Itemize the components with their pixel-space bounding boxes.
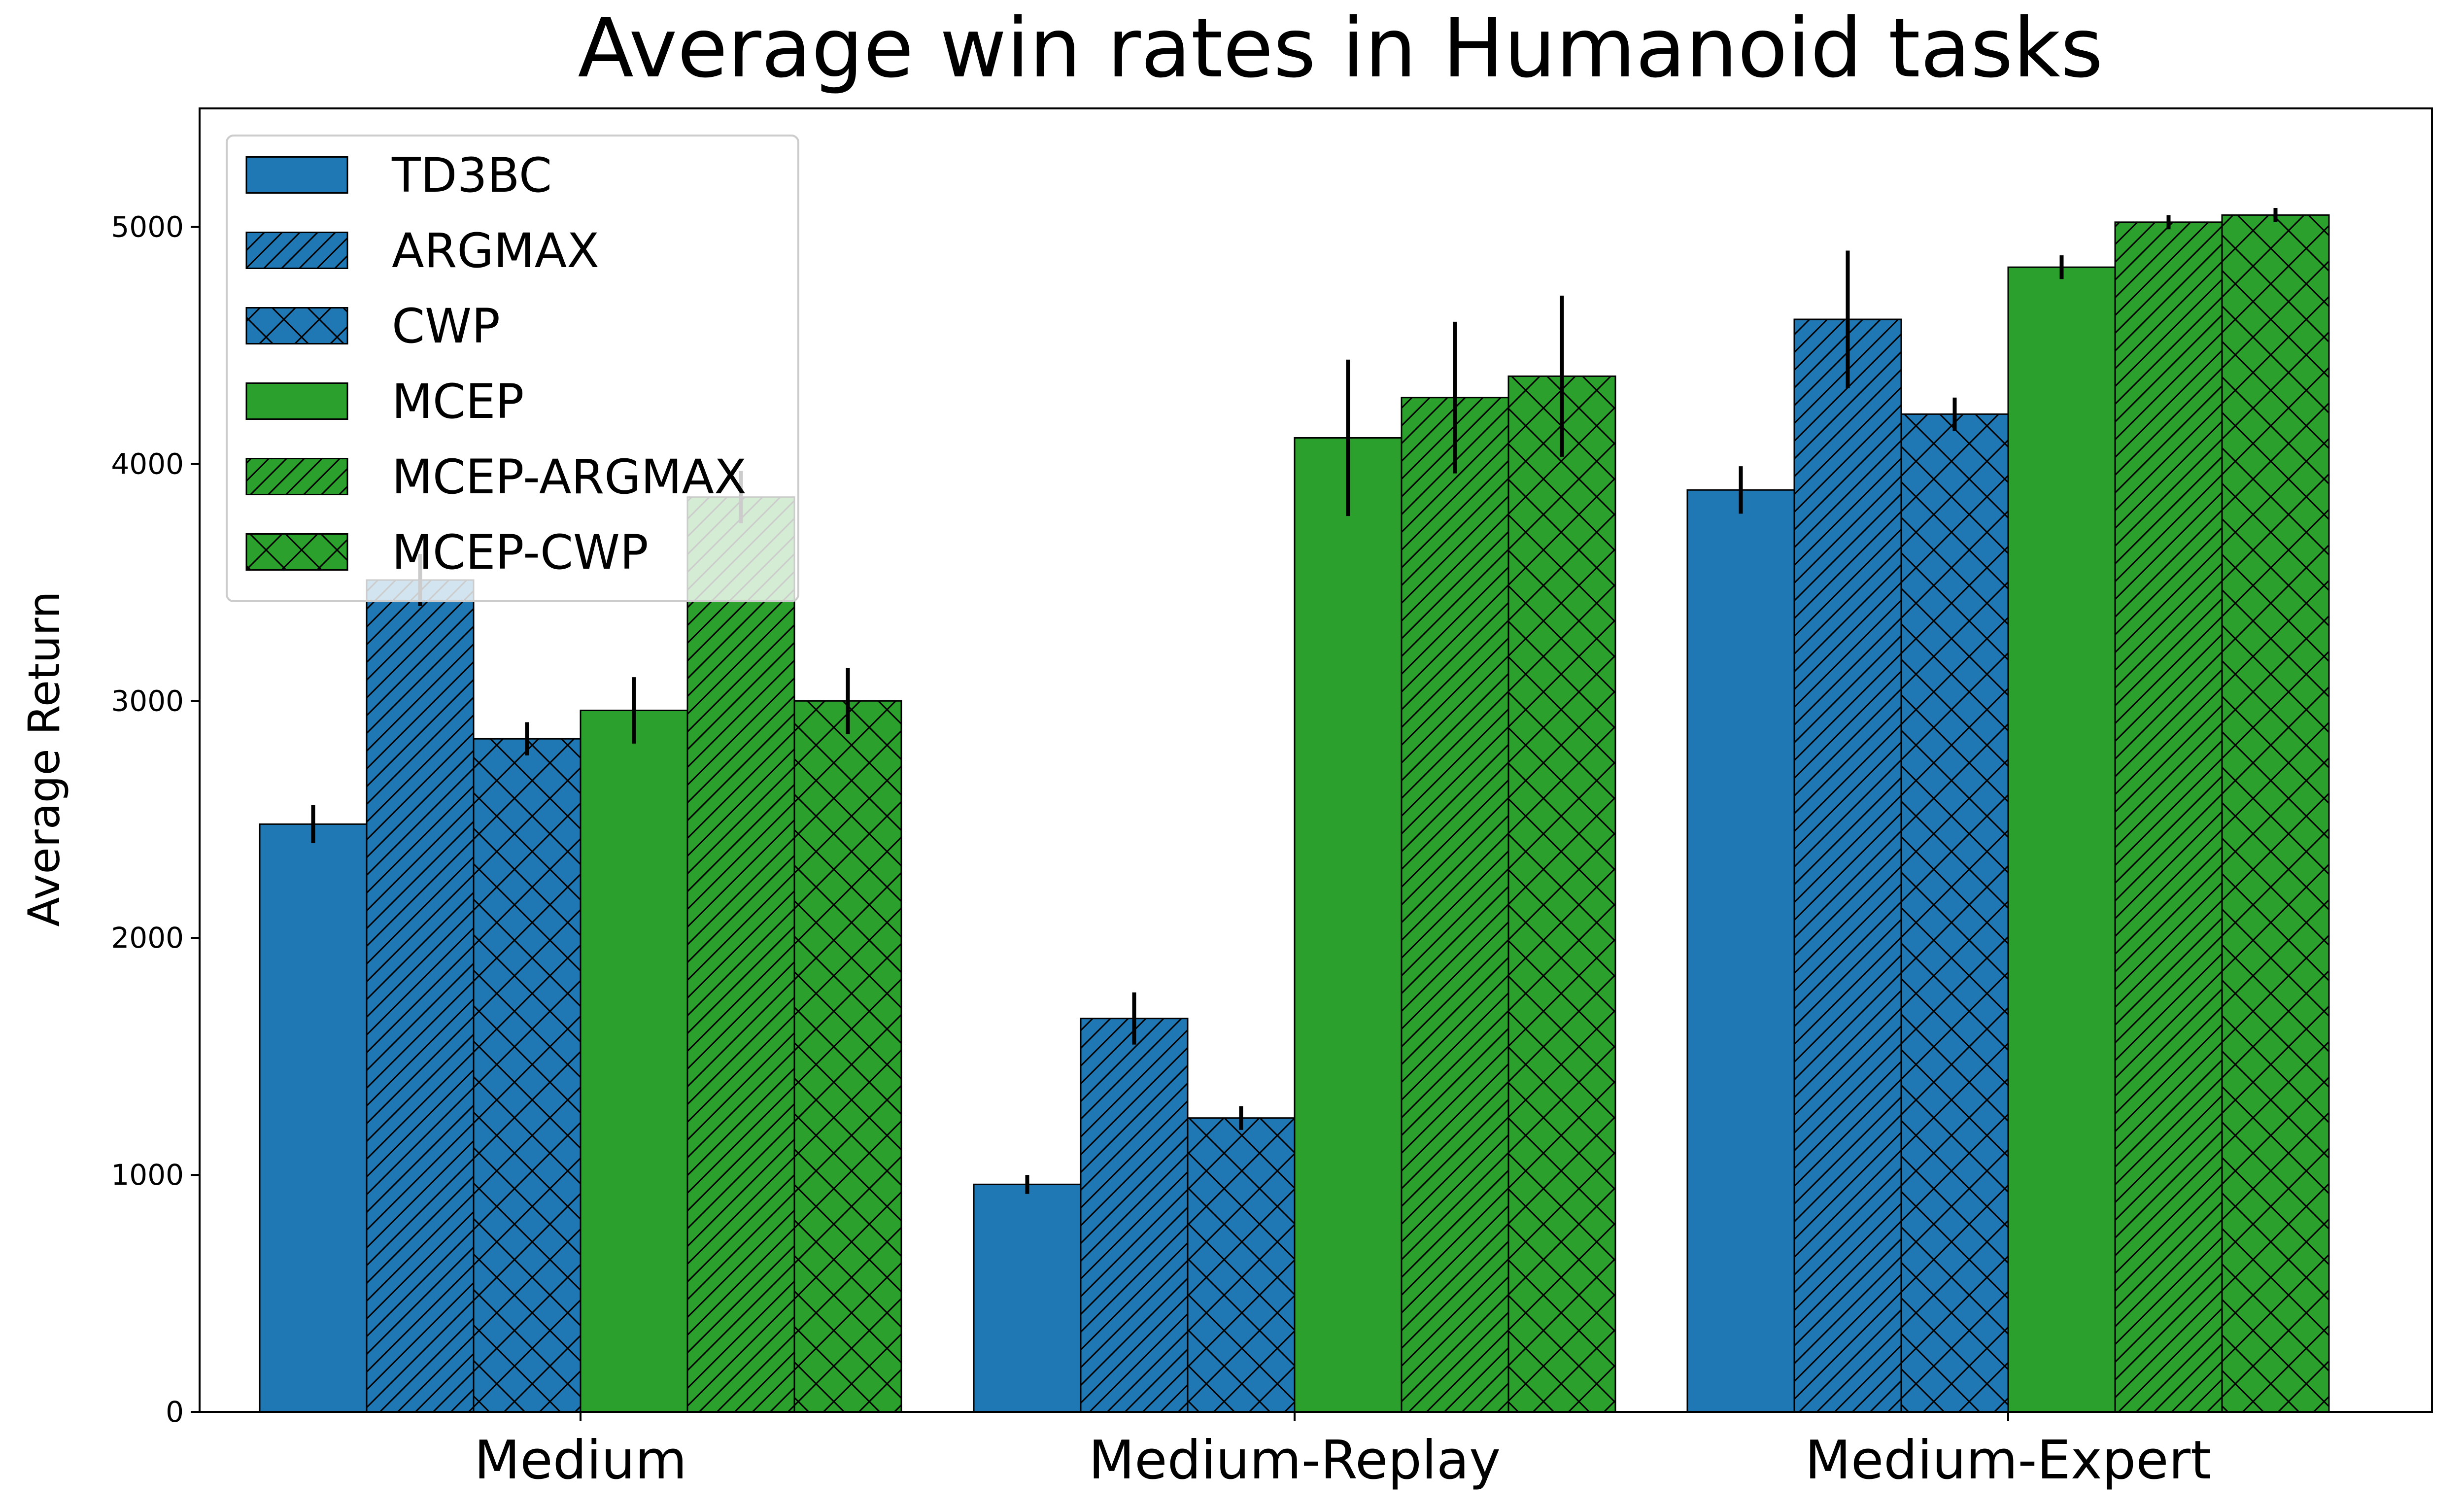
legend-item-argmax: ARGMAX <box>245 223 599 278</box>
bar-td3bc-medium <box>259 823 368 1413</box>
legend-item-mcep-cwp: MCEP-CWP <box>245 525 649 580</box>
legend-swatch <box>245 232 348 269</box>
y-tick-label: 2000 <box>111 921 184 955</box>
chart-title: Average win rates in Humanoid tasks <box>578 1 2103 96</box>
y-tick-label: 3000 <box>111 684 184 718</box>
bar-argmax-medium-expert <box>1793 318 1902 1413</box>
bar-td3bc-medium-expert <box>1686 489 1795 1413</box>
bars-layer <box>259 214 2330 1413</box>
bar-mcep-cwp-medium-replay <box>1507 375 1616 1413</box>
bar-mcep-cwp-medium-expert <box>2221 214 2330 1413</box>
x-tick-label: Medium <box>474 1430 687 1491</box>
legend-swatch <box>245 382 348 420</box>
legend-item-mcep-argmax: MCEP-ARGMAX <box>245 449 747 505</box>
bar-mcep-argmax-medium-expert <box>2114 221 2223 1413</box>
bar-cwp-medium-replay <box>1187 1117 1296 1413</box>
bar-argmax-medium <box>366 579 475 1413</box>
legend-item-td3bc: TD3BC <box>245 148 552 203</box>
x-tick-label: Medium-Expert <box>1805 1430 2212 1491</box>
legend-box <box>226 135 799 602</box>
legend-item-mcep: MCEP <box>245 374 524 429</box>
bar-mcep-cwp-medium <box>793 700 902 1413</box>
legend-label: CWP <box>392 299 500 354</box>
y-tick-label: 1000 <box>111 1158 184 1192</box>
legend-label: ARGMAX <box>392 223 599 278</box>
bar-argmax-medium-replay <box>1080 1018 1189 1413</box>
y-axis: 0 1000 2000 3000 4000 5000 <box>111 210 200 1429</box>
legend-swatch <box>245 458 348 495</box>
x-tick-label: Medium-Replay <box>1089 1430 1501 1491</box>
bar-cwp-medium <box>473 738 582 1413</box>
bar-mcep-argmax-medium <box>686 496 795 1413</box>
bar-mcep-medium <box>580 710 688 1413</box>
y-tick-label: 5000 <box>111 210 184 243</box>
legend-label: MCEP-CWP <box>392 525 649 580</box>
y-tick-label: 4000 <box>111 447 184 480</box>
legend-label: TD3BC <box>391 148 552 203</box>
legend-item-cwp: CWP <box>245 299 500 354</box>
legend-swatch <box>245 156 348 194</box>
plot-frame <box>199 107 2433 1413</box>
bar-cwp-medium-expert <box>1900 413 2009 1413</box>
bar-mcep-medium-replay <box>1294 437 1403 1413</box>
legend-swatch <box>245 307 348 344</box>
bar-td3bc-medium-replay <box>973 1183 1082 1413</box>
bar-mcep-argmax-medium-replay <box>1401 397 1509 1413</box>
y-axis-label: Average Return <box>19 591 69 926</box>
x-axis: Medium Medium-Replay Medium-Expert <box>474 1412 2211 1491</box>
bar-mcep-medium-expert <box>2007 266 2116 1413</box>
legend-label: MCEP <box>392 374 524 429</box>
legend-label: MCEP-ARGMAX <box>392 449 747 505</box>
y-tick-label: 0 <box>166 1395 184 1429</box>
legend: TD3BC ARGMAX CWP MCEP MCEP-ARGMAX MCEP-CWP <box>226 135 799 602</box>
legend-swatch <box>245 533 348 571</box>
